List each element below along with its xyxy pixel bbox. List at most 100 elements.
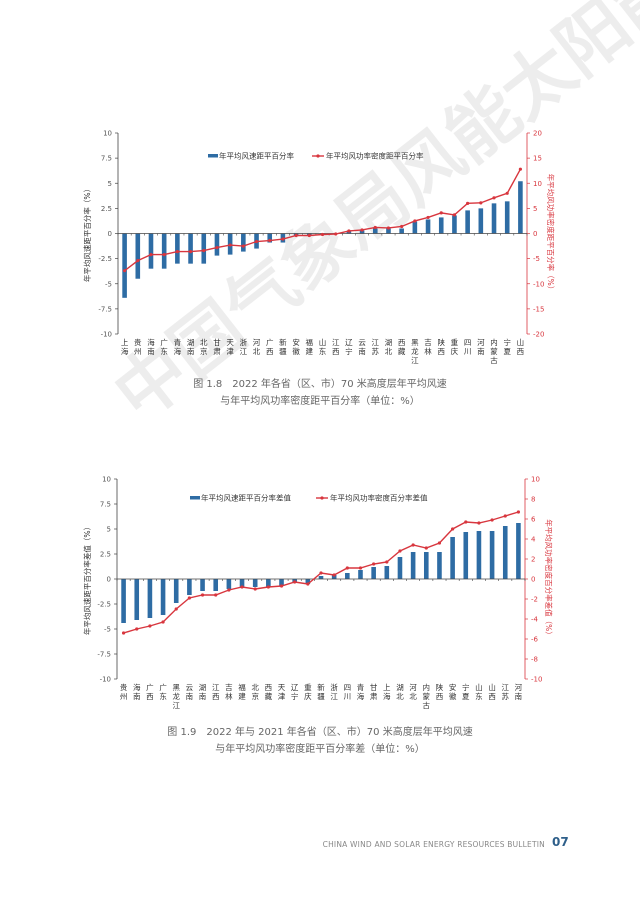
bar-青海 bbox=[358, 570, 363, 579]
point-辽宁 bbox=[293, 580, 297, 584]
point-山东 bbox=[320, 232, 325, 237]
category-label: 西藏 bbox=[265, 683, 273, 701]
category-label: 内蒙古 bbox=[490, 337, 498, 365]
bar-广东 bbox=[160, 579, 166, 615]
left-tick-label: 10 bbox=[103, 130, 112, 138]
bar-湖南 bbox=[188, 233, 193, 264]
point-福建 bbox=[240, 585, 244, 589]
category-label: 浙江 bbox=[330, 682, 338, 701]
left-tick-label: 7.5 bbox=[100, 501, 111, 509]
bar-上海 bbox=[122, 233, 127, 298]
point-陕西 bbox=[437, 541, 442, 545]
right-tick-label: -2 bbox=[531, 596, 538, 604]
point-宁夏 bbox=[464, 520, 468, 524]
bar-湖北 bbox=[386, 228, 391, 234]
point-江苏 bbox=[373, 225, 377, 230]
category-label: 山西 bbox=[517, 337, 525, 356]
category-label: 山西 bbox=[488, 682, 496, 701]
category-label: 湖北 bbox=[385, 338, 393, 356]
category-label: 广西 bbox=[266, 337, 274, 356]
bar-云南 bbox=[359, 230, 365, 234]
y-axis-right-title: 年平均风功率密度百分率差值（%） bbox=[544, 519, 554, 639]
point-河北 bbox=[411, 543, 415, 547]
category-label: 四川 bbox=[344, 683, 352, 701]
right-tick-label: -15 bbox=[533, 305, 544, 313]
bar-北京 bbox=[201, 233, 207, 264]
category-label: 云南 bbox=[358, 338, 366, 356]
bar-江苏 bbox=[372, 228, 378, 234]
category-label: 江西 bbox=[212, 683, 220, 701]
bar-内蒙古 bbox=[491, 203, 497, 234]
point-广西 bbox=[148, 624, 152, 628]
bar-四川 bbox=[345, 573, 350, 579]
category-label: 广东 bbox=[160, 337, 168, 356]
point-江西 bbox=[334, 232, 338, 236]
bar-陕西 bbox=[438, 217, 444, 234]
left-tick-label: 0 bbox=[107, 576, 111, 584]
right-tick-label: 4 bbox=[531, 536, 536, 544]
legend-bar-swatch bbox=[190, 496, 200, 500]
point-新疆 bbox=[319, 571, 323, 575]
bar-重庆 bbox=[305, 579, 311, 584]
point-上海 bbox=[385, 560, 389, 564]
point-北京 bbox=[202, 248, 206, 253]
category-label: 河南 bbox=[477, 338, 485, 356]
right-tick-label: -6 bbox=[531, 636, 539, 644]
figure-1-9-caption: 图 1.9 2022 年与 2021 年各省（区、市）70 米高度层年平均风速 … bbox=[0, 724, 640, 758]
point-河南 bbox=[479, 201, 483, 205]
bar-山东 bbox=[476, 531, 482, 579]
bar-贵州 bbox=[135, 233, 141, 279]
legend-bar-swatch bbox=[208, 154, 218, 158]
legend-line-label: 年平均风功率密度距平百分率 bbox=[326, 151, 424, 161]
bar-重庆 bbox=[452, 215, 457, 234]
left-tick-label: 10 bbox=[102, 476, 111, 484]
legend-line-marker bbox=[320, 496, 324, 500]
bar-山西 bbox=[489, 531, 495, 579]
bulletin-title: CHINA WIND AND SOLAR ENERGY RESOURCES BU… bbox=[322, 840, 545, 849]
bar-吉林 bbox=[425, 219, 431, 234]
category-label: 吉林 bbox=[424, 338, 432, 356]
legend-line-marker bbox=[316, 154, 320, 158]
point-宁夏 bbox=[505, 191, 509, 195]
point-福建 bbox=[307, 233, 311, 238]
caption-line-1: 图 1.8 2022 年各省（区、市）70 米高度层年平均风速 bbox=[193, 379, 447, 390]
legend-bar-label: 年平均风速距平百分率差值 bbox=[201, 493, 291, 503]
bar-江西 bbox=[213, 579, 219, 591]
point-浙江 bbox=[241, 244, 245, 248]
bar-浙江 bbox=[331, 575, 337, 579]
bar-天津 bbox=[279, 579, 284, 586]
category-label: 辽宁 bbox=[345, 338, 353, 356]
bar-山西 bbox=[518, 181, 523, 234]
category-label: 河南 bbox=[515, 683, 523, 701]
category-label: 新疆 bbox=[317, 682, 325, 701]
point-吉林 bbox=[426, 215, 430, 220]
point-河北 bbox=[254, 239, 259, 244]
point-西藏 bbox=[266, 585, 270, 589]
left-tick-label: -7.5 bbox=[98, 305, 112, 313]
right-tick-label: 0 bbox=[531, 576, 535, 584]
category-label: 北京 bbox=[200, 338, 208, 356]
category-label: 黑龙江 bbox=[411, 338, 419, 365]
bar-浙江 bbox=[241, 233, 246, 252]
left-tick-label: 2.5 bbox=[101, 205, 112, 213]
left-tick-label: 7.5 bbox=[101, 155, 112, 163]
category-label: 湖北 bbox=[396, 683, 404, 701]
bar-青海 bbox=[175, 233, 180, 264]
bar-甘肃 bbox=[214, 233, 220, 256]
bar-甘肃 bbox=[371, 567, 376, 579]
point-上海 bbox=[122, 269, 127, 273]
left-tick-label: -5 bbox=[105, 280, 112, 288]
y-axis-title: 年平均风速距平百分率差值（%） bbox=[82, 523, 92, 635]
y-axis-title: 年平均风速距平百分率（%） bbox=[82, 185, 92, 282]
bar-广西 bbox=[147, 579, 153, 618]
category-label: 贵州 bbox=[120, 682, 128, 701]
category-label: 内蒙古 bbox=[423, 682, 431, 710]
category-label: 山东 bbox=[475, 682, 483, 701]
right-tick-label: 6 bbox=[531, 516, 536, 524]
category-label: 陕西 bbox=[437, 337, 445, 356]
left-tick-label: -2.5 bbox=[98, 255, 112, 263]
bar-黑龙江 bbox=[412, 221, 418, 234]
bar-广东 bbox=[161, 233, 167, 269]
caption-line-2: 与年平均风功率密度距平百分率（单位：%） bbox=[220, 396, 420, 407]
